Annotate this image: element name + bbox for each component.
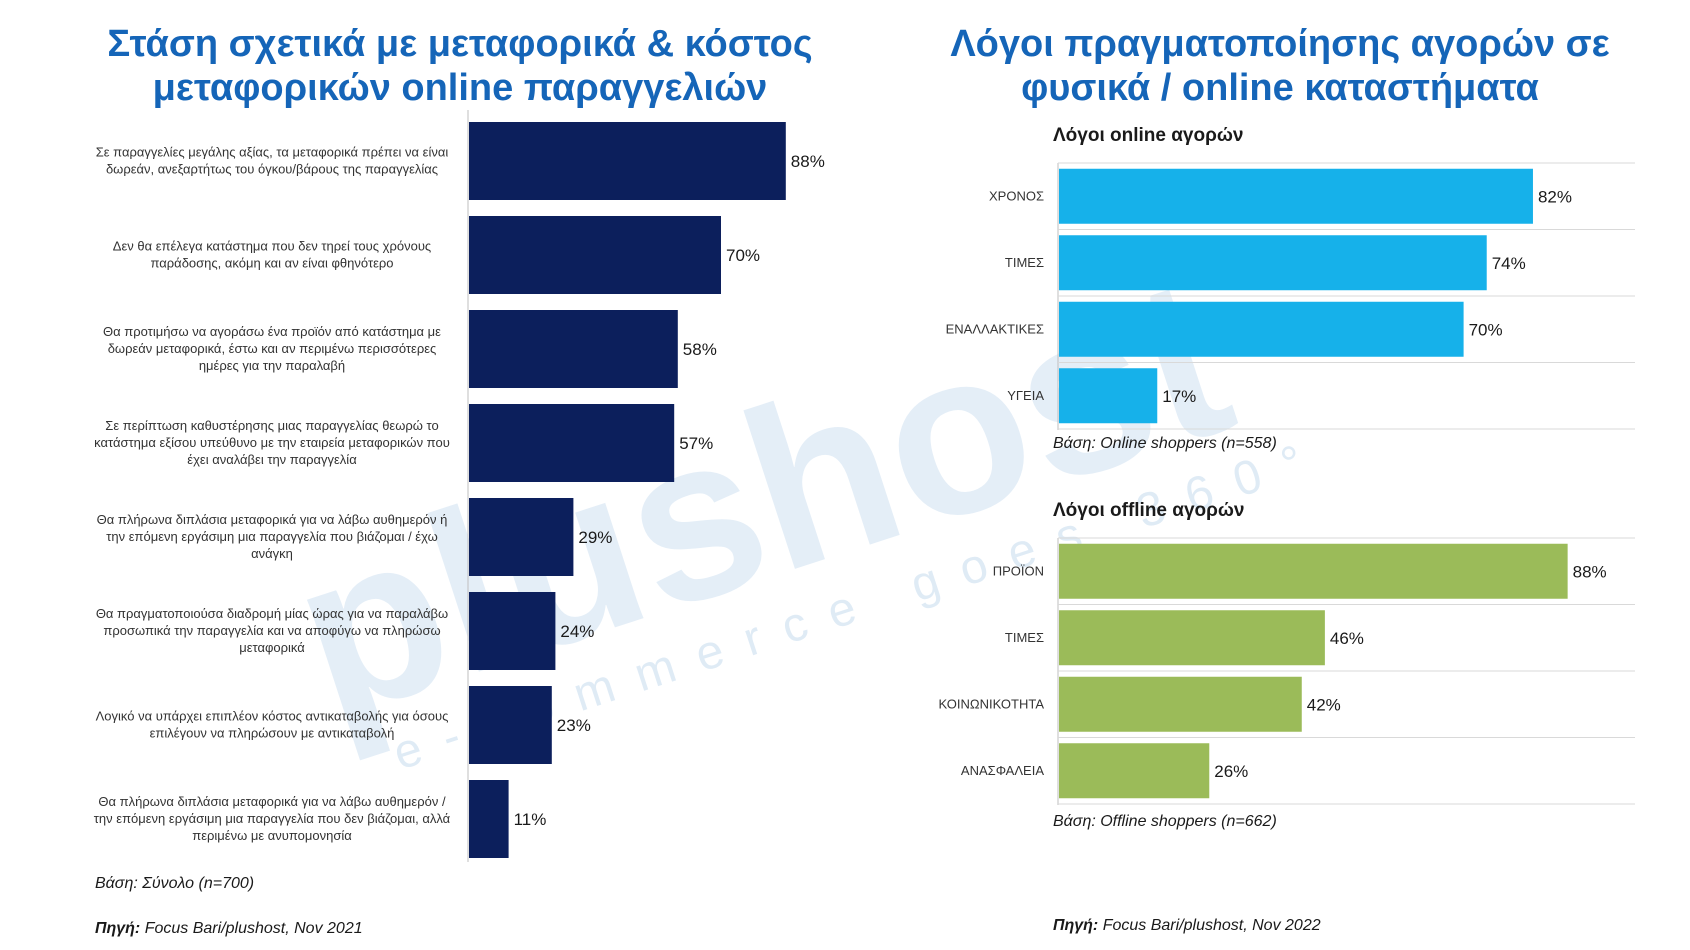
offline-category-label: ΚΟΙΝΩΝΙΚΟΤΗΤΑ <box>939 696 1045 711</box>
right-title-line2: φυσικά / online καταστήματα <box>1021 67 1539 109</box>
offline-value-label: 42% <box>1307 695 1341 714</box>
attitude-bar <box>469 498 574 576</box>
attitude-value-label: 23% <box>557 716 591 735</box>
offline-category-label: ΠΡΟΪΟΝ <box>993 563 1044 578</box>
online-bar <box>1059 235 1487 291</box>
attitude-bar <box>469 310 678 388</box>
attitude-category-label: Λογικό να υπάρχει επιπλέον κόστος αντικα… <box>96 709 449 741</box>
offline-bar <box>1059 610 1325 666</box>
online-bar <box>1059 301 1464 357</box>
online-value-label: 82% <box>1538 187 1572 206</box>
offline-bar <box>1059 676 1302 732</box>
attitude-category-label: Δεν θα επέλεγα κατάστημα που δεν τηρεί τ… <box>113 239 431 271</box>
right-title-line1: Λόγοι πραγματοποίησης αγορών σε <box>950 23 1610 65</box>
online-bar <box>1059 368 1158 424</box>
attitude-value-label: 88% <box>791 152 825 171</box>
right-source-text: Focus Bari/plushost, Nov 2022 <box>1102 917 1321 934</box>
left-title-line2: μεταφορικών online παραγγελιών <box>152 67 768 109</box>
offline-value-label: 46% <box>1330 629 1364 648</box>
left-source-label: Πηγή: <box>95 920 141 937</box>
online-category-label: ΕΝΑΛΛΑΚΤΙΚΕΣ <box>946 321 1044 336</box>
attitude-category-label: Σε περίπτωση καθυστέρησης μιας παραγγελί… <box>94 418 450 467</box>
attitude-bar <box>469 404 675 482</box>
attitude-category-label: Θα προτιμήσω να αγοράσω ένα προϊόν από κ… <box>103 324 441 373</box>
attitude-bar <box>469 686 552 764</box>
attitude-value-label: 57% <box>679 434 713 453</box>
online-bar <box>1059 168 1533 224</box>
attitude-category-label: Θα πλήρωνα διπλάσια μεταφορικά για να λά… <box>97 512 448 561</box>
right-source-label: Πηγή: <box>1053 917 1099 934</box>
attitude-value-label: 58% <box>683 340 717 359</box>
attitude-bar <box>469 122 786 200</box>
online-category-label: ΤΙΜΕΣ <box>1005 255 1044 270</box>
online-base-note: Βάση: Online shoppers (n=558) <box>1053 435 1277 452</box>
offline-category-label: ΤΙΜΕΣ <box>1005 630 1044 645</box>
attitude-category-label: Θα πλήρωνα διπλάσια μεταφορικά για να λά… <box>94 794 451 843</box>
offline-subtitle: Λόγοι offline αγορών <box>1053 500 1245 521</box>
attitude-value-label: 24% <box>560 622 594 641</box>
left-chart-title: Στάση σχετικά με μεταφορικά & κόστος μετ… <box>60 22 860 110</box>
online-value-label: 70% <box>1469 320 1503 339</box>
attitude-bar <box>469 216 721 294</box>
right-chart-title: Λόγοι πραγματοποίησης αγορών σε φυσικά /… <box>880 22 1680 110</box>
offline-value-label: 26% <box>1214 762 1248 781</box>
left-source-note: Πηγή: Focus Bari/plushost, Nov 2021 <box>95 920 363 938</box>
attitude-value-label: 70% <box>726 246 760 265</box>
right-source-note: Πηγή: Focus Bari/plushost, Nov 2022 <box>1053 917 1321 935</box>
attitude-category-label: Θα πραγματοποιούσα διαδρομή μίας ώρας γι… <box>96 606 448 655</box>
offline-bar <box>1059 743 1210 799</box>
offline-category-label: ΑΝΑΣΦΑΛΕΙΑ <box>961 763 1044 778</box>
attitude-bar <box>469 592 556 670</box>
offline-base-note: Βάση: Offline shoppers (n=662) <box>1053 813 1277 830</box>
online-category-label: ΧΡΟΝΟΣ <box>989 188 1044 203</box>
attitude-value-label: 11% <box>514 810 547 829</box>
left-source-text: Focus Bari/plushost, Nov 2021 <box>144 920 363 937</box>
offline-value-label: 88% <box>1573 562 1607 581</box>
left-title-line1: Στάση σχετικά με μεταφορικά & κόστος <box>107 23 813 65</box>
left-base-note: Βάση: Σύνολο (n=700) <box>95 875 255 892</box>
attitude-value-label: 29% <box>578 528 612 547</box>
attitude-bar <box>469 780 509 858</box>
online-category-label: ΥΓΕΙΑ <box>1007 388 1044 403</box>
attitude-category-label: Σε παραγγελίες μεγάλης αξίας, τα μεταφορ… <box>96 145 449 177</box>
online-value-label: 17% <box>1162 387 1196 406</box>
offline-bar <box>1059 543 1568 599</box>
online-value-label: 74% <box>1492 254 1526 273</box>
online-subtitle: Λόγοι online αγορών <box>1053 125 1244 146</box>
